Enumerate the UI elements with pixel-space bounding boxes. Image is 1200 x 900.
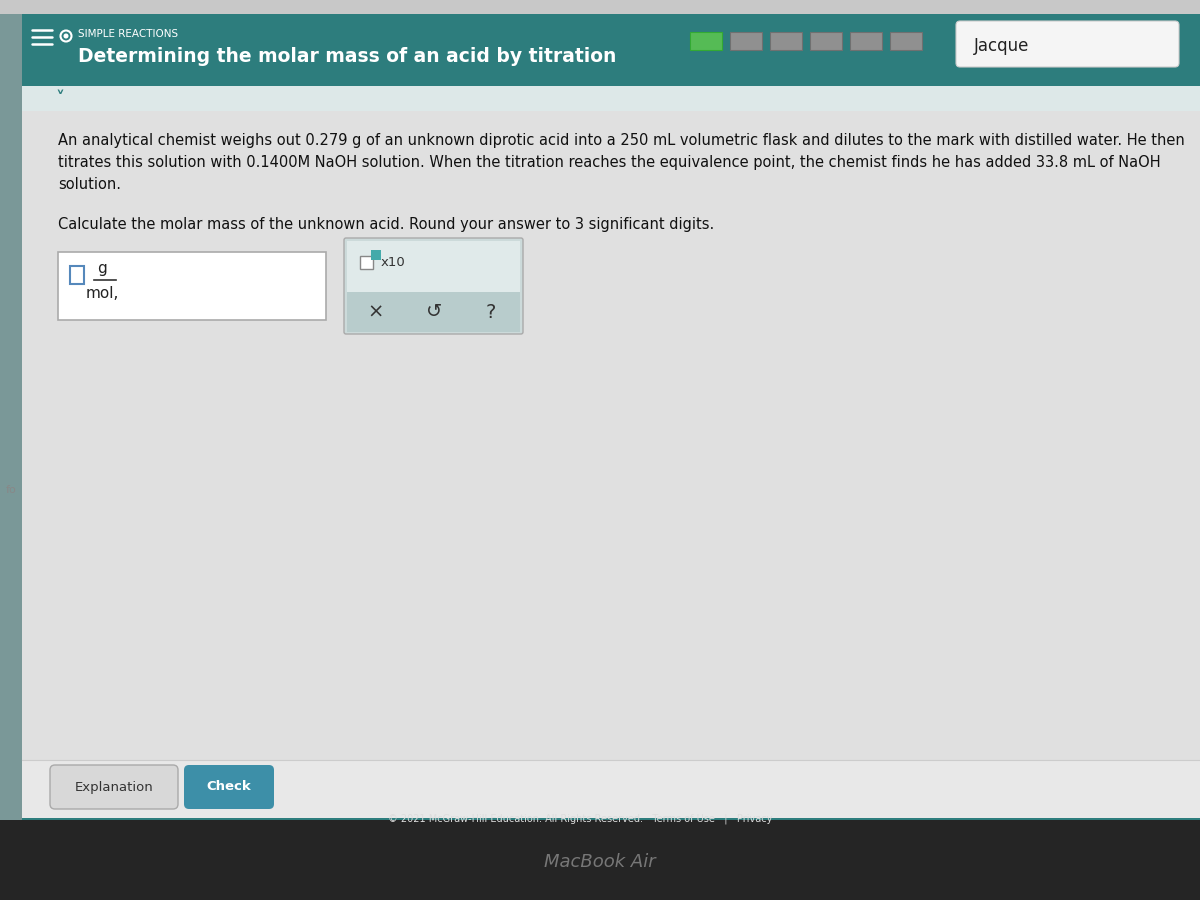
FancyBboxPatch shape: [810, 32, 842, 50]
Text: © 2021 McGraw-Hill Education. All Rights Reserved.   Terms of Use   |   Privacy: © 2021 McGraw-Hill Education. All Rights…: [388, 814, 772, 824]
FancyBboxPatch shape: [890, 32, 922, 50]
FancyBboxPatch shape: [850, 32, 882, 50]
Text: Explanation: Explanation: [74, 780, 154, 794]
Text: ×: ×: [368, 302, 384, 321]
FancyBboxPatch shape: [0, 0, 1200, 14]
Text: solution.: solution.: [58, 177, 121, 192]
Text: Calculate the molar mass of the unknown acid. Round your answer to 3 significant: Calculate the molar mass of the unknown …: [58, 217, 714, 232]
FancyBboxPatch shape: [690, 32, 722, 50]
Text: ↺: ↺: [426, 302, 442, 321]
FancyBboxPatch shape: [770, 32, 802, 50]
Text: ˅: ˅: [55, 90, 65, 108]
Text: titrates this solution with 0.1400M NaOH solution. When the titration reaches th: titrates this solution with 0.1400M NaOH…: [58, 155, 1160, 170]
FancyBboxPatch shape: [22, 818, 1200, 820]
FancyBboxPatch shape: [730, 32, 762, 50]
Text: fo: fo: [6, 485, 17, 495]
Text: x10: x10: [382, 256, 406, 269]
Text: ?: ?: [486, 302, 496, 321]
Text: g: g: [97, 260, 107, 275]
FancyBboxPatch shape: [0, 820, 1200, 900]
FancyBboxPatch shape: [344, 238, 523, 334]
FancyBboxPatch shape: [70, 266, 84, 284]
FancyBboxPatch shape: [347, 292, 520, 332]
FancyBboxPatch shape: [50, 765, 178, 809]
FancyBboxPatch shape: [371, 250, 382, 260]
FancyBboxPatch shape: [360, 256, 373, 269]
FancyBboxPatch shape: [956, 21, 1178, 67]
FancyBboxPatch shape: [22, 86, 1200, 111]
FancyBboxPatch shape: [184, 765, 274, 809]
FancyBboxPatch shape: [22, 14, 1200, 86]
Text: Check: Check: [206, 780, 251, 794]
FancyBboxPatch shape: [58, 252, 326, 320]
Text: An analytical chemist weighs out 0.279 g of an unknown diprotic acid into a 250 : An analytical chemist weighs out 0.279 g…: [58, 133, 1184, 148]
FancyBboxPatch shape: [22, 111, 1200, 820]
Text: Determining the molar mass of an acid by titration: Determining the molar mass of an acid by…: [78, 48, 617, 67]
FancyBboxPatch shape: [0, 14, 22, 820]
Text: SIMPLE REACTIONS: SIMPLE REACTIONS: [78, 29, 178, 39]
Text: MacBook Air: MacBook Air: [544, 853, 656, 871]
Text: Jacque: Jacque: [974, 37, 1030, 55]
FancyBboxPatch shape: [22, 760, 1200, 818]
Circle shape: [65, 34, 68, 38]
Text: mol,: mol,: [85, 286, 119, 302]
FancyBboxPatch shape: [347, 241, 520, 292]
